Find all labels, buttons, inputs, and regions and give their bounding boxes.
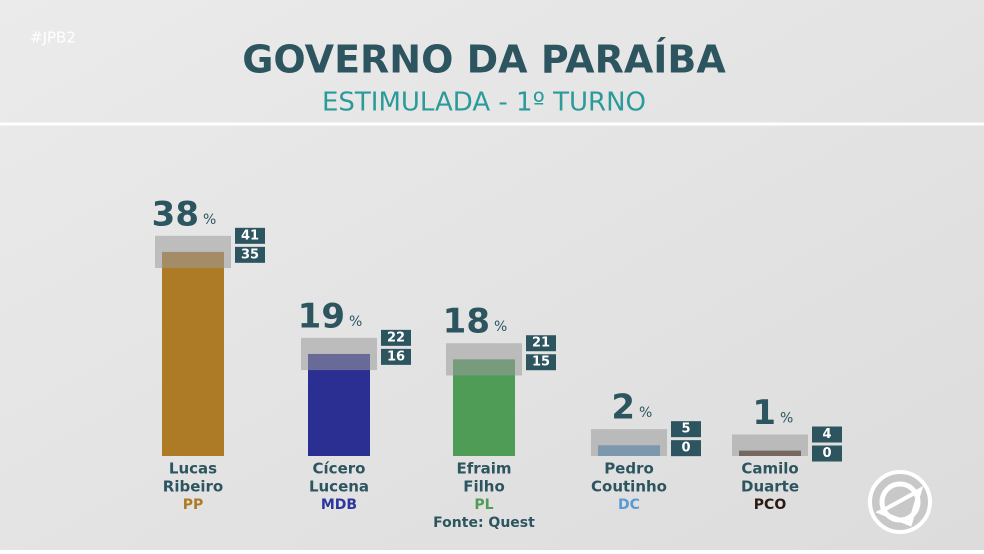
candidate-name: Duarte: [741, 478, 799, 496]
upper-label: 22: [387, 330, 405, 345]
value-label: 1: [752, 393, 776, 433]
range-band: [301, 337, 377, 371]
candidate-name: Camilo: [741, 460, 798, 478]
candidate-name: Efraim: [456, 460, 511, 478]
lower-label: 0: [822, 446, 831, 461]
range-band: [446, 343, 522, 376]
party-label: MDB: [321, 497, 357, 513]
upper-label: 41: [241, 228, 259, 243]
lower-box: [526, 354, 556, 371]
party-label: PCO: [754, 497, 787, 513]
value-label: 18: [443, 302, 490, 342]
value-unit: %: [203, 212, 216, 228]
lower-label: 35: [241, 247, 259, 262]
value-label: 19: [298, 296, 345, 336]
lower-box: [812, 445, 842, 462]
source: Fonte: Quest: [433, 515, 535, 531]
value-unit: %: [780, 411, 793, 427]
lower-label: 0: [681, 441, 690, 456]
candidate-name: Ribeiro: [163, 478, 223, 496]
party-label: PL: [474, 497, 493, 513]
candidate-name: Lucena: [309, 478, 369, 496]
lower-label: 15: [532, 355, 550, 370]
chart-subtitle: ESTIMULADA - 1º TURNO: [322, 88, 646, 118]
upper-box: [671, 421, 701, 438]
candidate-name: Coutinho: [591, 478, 667, 496]
lower-box: [671, 440, 701, 457]
upper-label: 5: [681, 422, 690, 437]
bar: [162, 251, 224, 456]
value-label: 38: [152, 194, 199, 234]
upper-box: [235, 227, 265, 244]
upper-box: [381, 329, 411, 346]
lower-label: 16: [387, 349, 405, 364]
party-label: PP: [183, 497, 204, 513]
candidate-name: Pedro: [604, 460, 654, 478]
upper-label: 4: [822, 427, 831, 442]
upper-box: [812, 426, 842, 443]
range-band: [155, 235, 231, 269]
party-label: DC: [618, 497, 640, 513]
value-label: 2: [611, 388, 635, 428]
candidate-name: Filho: [463, 478, 505, 496]
candidate-name: Cícero: [313, 460, 366, 478]
upper-label: 21: [532, 336, 550, 351]
lower-box: [235, 246, 265, 263]
value-unit: %: [349, 314, 362, 330]
range-band: [591, 429, 667, 456]
range-band: [732, 434, 808, 456]
value-unit: %: [494, 319, 507, 335]
upper-box: [526, 335, 556, 352]
value-unit: %: [639, 405, 652, 421]
chart-title: GOVERNO DA PARAÍBA: [242, 38, 726, 82]
logo: [868, 470, 932, 534]
lower-box: [381, 348, 411, 365]
candidate-name: Lucas: [169, 460, 217, 478]
bar: [308, 353, 370, 456]
hashtag: #JPB2: [30, 29, 76, 47]
